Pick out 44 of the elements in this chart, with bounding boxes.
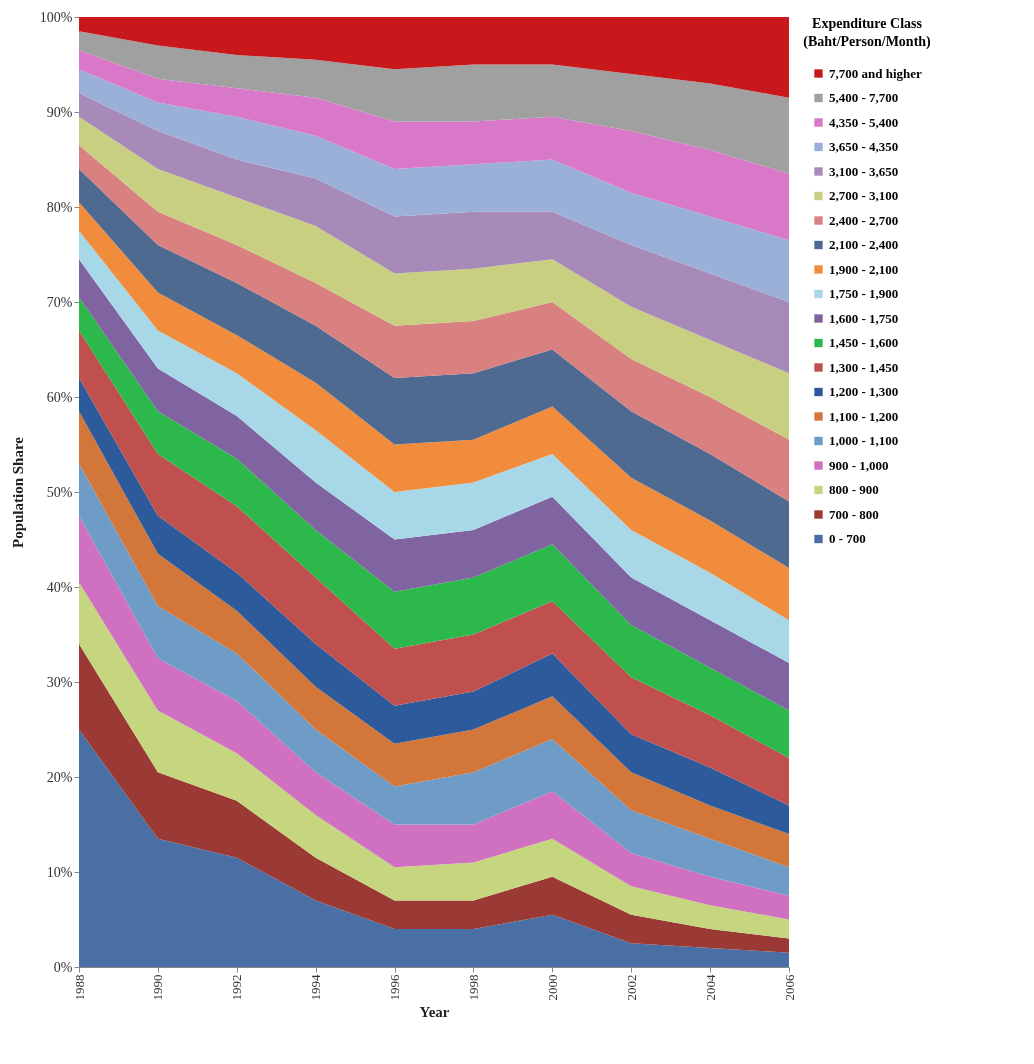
- y-tick-label: 80%: [46, 199, 73, 215]
- x-tick-label: 1990: [150, 974, 166, 1001]
- legend-label: 1,100 - 1,200: [829, 408, 899, 424]
- y-tick-label: 40%: [46, 579, 73, 595]
- y-tick-label: 70%: [46, 294, 73, 310]
- legend-label: 1,000 - 1,100: [829, 433, 899, 448]
- y-axis-title: Population Share: [9, 436, 26, 548]
- x-tick-label: 2006: [781, 974, 797, 1001]
- y-tick-label: 30%: [46, 674, 73, 690]
- y-tick-label: 20%: [46, 769, 73, 785]
- x-tick-label: 1994: [308, 974, 324, 1001]
- legend-label: 4,350 - 5,400: [829, 114, 899, 130]
- legend-label: 3,100 - 3,650: [829, 163, 899, 179]
- y-tick-label: 50%: [46, 484, 73, 500]
- legend-label: 7,700 and higher: [829, 65, 923, 81]
- legend-label: 1,300 - 1,450: [829, 359, 899, 375]
- legend-label: 1,750 - 1,900: [829, 286, 899, 301]
- legend-label: 1,900 - 2,100: [829, 261, 899, 277]
- legend-label: 2,700 - 3,100: [829, 188, 899, 203]
- x-tick-label: 2002: [623, 974, 639, 1001]
- legend-label: 1,200 - 1,300: [829, 384, 899, 399]
- legend-label: 1,450 - 1,600: [829, 335, 899, 350]
- y-tick-label: 10%: [46, 864, 73, 880]
- legend-label: 800 - 900: [829, 482, 879, 497]
- legend-label: 2,100 - 2,400: [829, 237, 899, 252]
- legend-label: 3,650 - 4,350: [829, 139, 899, 154]
- legend-label: 0 - 700: [829, 531, 866, 546]
- y-tick-label: 100%: [39, 9, 73, 25]
- legend-title: Expenditure Class (Baht/Person/Month): [803, 16, 932, 50]
- legend-label: 2,400 - 2,700: [829, 212, 899, 228]
- x-tick-label: 1996: [387, 974, 403, 1001]
- y-tick-label: 0%: [53, 959, 73, 975]
- legend-label: 1,600 - 1,750: [829, 310, 899, 326]
- legend-label: 900 - 1,000: [829, 457, 889, 473]
- x-tick-label: 1988: [71, 974, 87, 1001]
- x-tick-label: 2004: [702, 974, 718, 1001]
- x-axis-title: Year: [419, 1003, 450, 1020]
- y-tick-label: 60%: [46, 389, 73, 405]
- x-tick-label: 1992: [229, 974, 245, 1001]
- x-tick-label: 1998: [465, 974, 481, 1001]
- y-tick-label: 90%: [46, 104, 73, 120]
- legend-label: 5,400 - 7,700: [829, 90, 899, 105]
- legend-label: 700 - 800: [829, 506, 879, 522]
- x-tick-label: 2000: [544, 974, 560, 1001]
